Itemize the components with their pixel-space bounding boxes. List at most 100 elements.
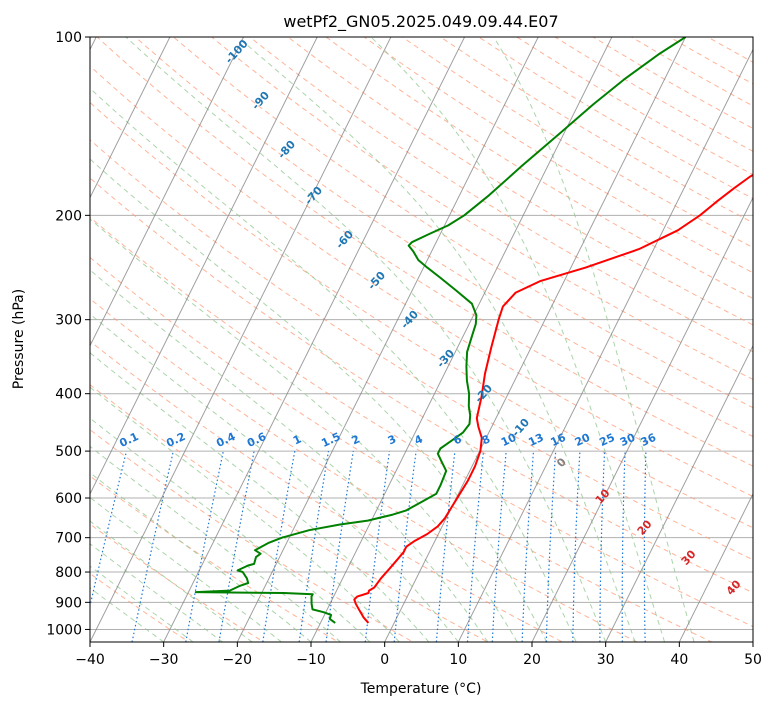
dry-adiabat-line [90, 216, 753, 628]
y-tick-label: 900 [55, 595, 82, 611]
mixing-ratio-label: 1 [291, 432, 303, 447]
x-tick-label: −10 [296, 652, 326, 668]
dry-adiabat-label: 0 [554, 455, 569, 470]
dry-adiabat-line [325, 37, 753, 300]
dry-adiabat-line [90, 256, 713, 642]
dry-adiabat-line [668, 37, 753, 85]
dry-adiabat-line [90, 475, 340, 642]
moist-adiabat-line [90, 587, 164, 642]
dewpoint-profile-line [194, 37, 687, 624]
dry-adiabat-label: -50 [365, 269, 388, 293]
x-tick-label: 30 [597, 652, 615, 668]
mixing-ratio-label: 10 [499, 431, 519, 449]
isotherm-line [90, 37, 245, 347]
x-tick-label: −40 [75, 652, 105, 668]
moist-adiabat-line [90, 496, 282, 642]
dry-adiabat-label: -80 [275, 138, 298, 162]
y-tick-label: 700 [55, 531, 82, 547]
dry-adiabat-label: -30 [434, 347, 457, 371]
dry-adiabat-label: -70 [302, 184, 325, 208]
dry-adiabat-line [210, 37, 753, 380]
y-tick-label: 300 [55, 313, 82, 329]
dry-adiabat-line [706, 37, 753, 63]
dry-adiabat-line [90, 177, 753, 594]
mixing-ratio-line [364, 451, 391, 642]
mixing-ratio-label: 13 [526, 431, 545, 449]
dry-adiabat-line [90, 572, 190, 642]
skewed-isotherms [90, 37, 753, 642]
dry-adiabat-line [363, 37, 753, 274]
isotherm-line [752, 640, 753, 642]
mixing-ratio-label: 0.2 [164, 430, 187, 450]
mixing-ratio-label: 2 [350, 432, 362, 447]
x-axis: −40 −30 −20 −10 0 10 20 30 40 50 [75, 642, 762, 668]
x-tick-label: 50 [744, 652, 762, 668]
moist-adiabat-line [90, 472, 312, 642]
dry-adiabat-label: -60 [333, 228, 356, 252]
mixing-ratio-line [131, 450, 174, 642]
mixing-ratio-lines [90, 450, 647, 642]
dry-adiabat-line [90, 65, 753, 498]
y-axis: 100 200 300 400 500 600 700 800 900 1000 [46, 30, 90, 638]
mixing-ratio-line [643, 451, 647, 642]
dry-adiabat-line [172, 37, 753, 409]
isotherm-line [605, 344, 753, 642]
dry-adiabat-line [249, 37, 753, 353]
y-tick-label: 1000 [46, 622, 82, 638]
dry-adiabat-line [90, 523, 265, 642]
dry-adiabat-label: -20 [472, 382, 495, 406]
dry-adiabat-line [592, 37, 753, 130]
mixing-ratio-label: 36 [639, 431, 659, 449]
x-tick-label: −30 [149, 652, 179, 668]
x-tick-label: 10 [449, 652, 467, 668]
dry-adiabat-line [90, 298, 639, 642]
dry-adiabat-line [90, 384, 489, 642]
grid-layer [90, 37, 753, 630]
isotherm-line [384, 37, 687, 642]
mixing-ratio-label: 0.4 [214, 430, 237, 450]
mixing-ratio-line [599, 451, 606, 642]
dry-adiabat-line [134, 37, 753, 438]
moist-adiabat-line [90, 269, 489, 642]
moist-adiabat-line [90, 313, 459, 642]
dry-adiabat-label: -90 [249, 89, 272, 113]
moist-adiabat-line [90, 417, 371, 642]
dry-adiabats [90, 37, 753, 642]
y-tick-label: 800 [55, 565, 82, 581]
dry-adiabat-line [515, 37, 753, 176]
mixing-ratio-line [545, 451, 557, 642]
mixing-ratio-line [572, 451, 581, 642]
mixing-ratio-line [325, 451, 354, 642]
moist-adiabat-line [90, 87, 577, 642]
mixing-ratio-line [218, 450, 255, 642]
temperature-profile-line [353, 173, 753, 624]
mixing-ratio-line [393, 451, 417, 642]
moist-adiabat-label: 40 [724, 577, 744, 597]
moist-adiabat-line [125, 37, 607, 642]
mixing-ratio-label: 0.6 [245, 430, 268, 450]
line-labels: -100-90-80-70-60-50-40-30-20-10010203040… [117, 37, 743, 598]
moist-adiabat-label: 20 [635, 517, 655, 537]
y-tick-label: 200 [55, 208, 82, 224]
profile-series [194, 37, 753, 624]
y-tick-label: 100 [55, 30, 82, 46]
isotherm-line [163, 37, 466, 642]
isotherm-line [90, 37, 171, 199]
mixing-ratio-label: 30 [618, 431, 638, 449]
mixing-ratio-label: 3 [386, 432, 398, 447]
moist-adiabat-line [370, 37, 666, 642]
moist-adiabat-line [90, 218, 518, 642]
isotherm-line [678, 492, 753, 642]
mixing-ratio-label: 20 [573, 431, 593, 449]
moist-adiabat-line [237, 37, 636, 642]
dry-adiabat-line [90, 139, 753, 561]
dry-adiabat-line [90, 101, 753, 529]
moist-adiabat-label: 30 [679, 547, 699, 567]
dry-adiabat-line [96, 37, 753, 467]
mixing-ratio-label: 25 [597, 431, 616, 449]
mixing-ratio-label: 0.1 [117, 430, 140, 450]
dry-adiabat-line [439, 37, 753, 224]
moist-adiabat-line [90, 520, 253, 642]
moist-adiabat-line [90, 565, 194, 642]
